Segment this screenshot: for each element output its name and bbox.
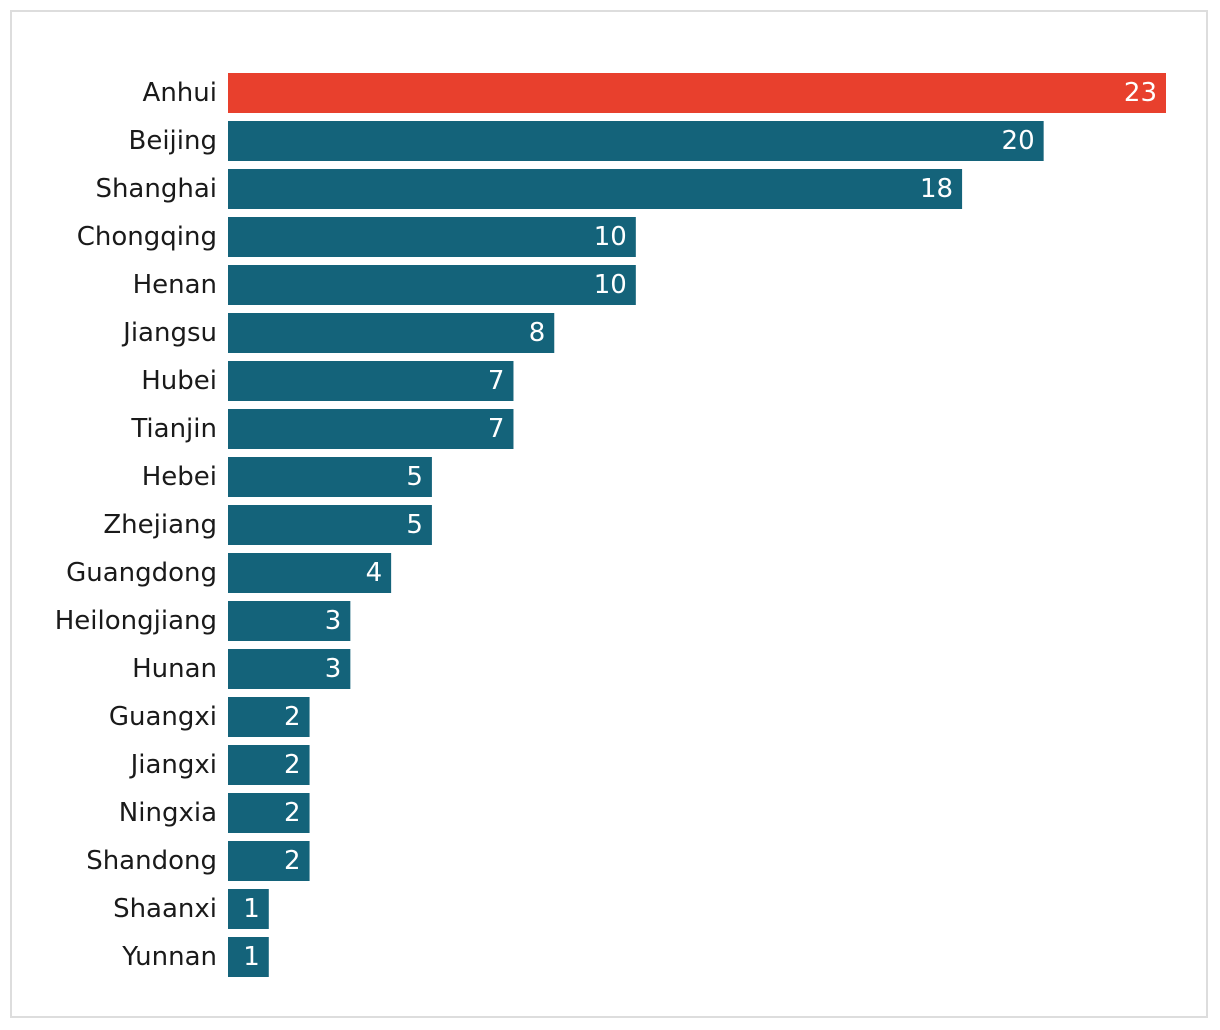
bar-henan: [228, 265, 636, 305]
category-label-tianjin: Tianjin: [130, 414, 217, 444]
category-label-shandong: Shandong: [86, 846, 217, 876]
category-label-hunan: Hunan: [132, 654, 217, 684]
bars-group: [228, 73, 1166, 977]
bar-guangdong: [228, 553, 392, 593]
bar-shaanxi: [228, 889, 269, 929]
value-label-chongqing: 10: [594, 222, 627, 252]
bar-hebei: [228, 457, 432, 497]
value-label-shandong: 2: [284, 846, 301, 876]
category-label-jiangxi: Jiangxi: [129, 750, 217, 780]
value-label-tianjin: 7: [488, 414, 505, 444]
value-label-jiangxi: 2: [284, 750, 301, 780]
value-label-yunnan: 1: [243, 942, 260, 972]
value-label-henan: 10: [594, 270, 627, 300]
bar-chongqing: [228, 217, 636, 257]
value-label-hunan: 3: [325, 654, 342, 684]
bar-jiangsu: [228, 313, 555, 353]
value-label-anhui: 23: [1124, 78, 1157, 108]
bar-hubei: [228, 361, 514, 401]
category-label-beijing: Beijing: [129, 126, 218, 156]
bar-guangxi: [228, 697, 310, 737]
value-label-jiangsu: 8: [529, 318, 546, 348]
value-label-shaanxi: 1: [243, 894, 260, 924]
bar-ningxia: [228, 793, 310, 833]
category-label-henan: Henan: [133, 270, 217, 300]
value-label-shanghai: 18: [920, 174, 953, 204]
value-label-zhejiang: 5: [406, 510, 423, 540]
category-label-shaanxi: Shaanxi: [113, 894, 217, 924]
category-label-jiangsu: Jiangsu: [121, 318, 217, 348]
bar-yunnan: [228, 937, 269, 977]
category-label-hebei: Hebei: [142, 462, 217, 492]
value-label-beijing: 20: [1002, 126, 1035, 156]
bar-jiangxi: [228, 745, 310, 785]
category-label-zhejiang: Zhejiang: [103, 510, 217, 540]
value-label-heilongjiang: 3: [325, 606, 342, 636]
bar-tianjin: [228, 409, 514, 449]
category-label-yunnan: Yunnan: [121, 942, 217, 972]
bar-heilongjiang: [228, 601, 351, 641]
category-label-guangxi: Guangxi: [109, 702, 217, 732]
value-label-hebei: 5: [406, 462, 423, 492]
category-label-hubei: Hubei: [141, 366, 217, 396]
category-label-ningxia: Ningxia: [119, 798, 217, 828]
bar-anhui: [228, 73, 1166, 113]
value-label-hubei: 7: [488, 366, 505, 396]
bar-hunan: [228, 649, 351, 689]
category-label-anhui: Anhui: [143, 78, 217, 108]
value-label-guangdong: 4: [366, 558, 383, 588]
category-labels-group: Anhui Beijing Shanghai Chongqing Henan Jiangs…: [55, 78, 217, 972]
bar-shandong: [228, 841, 310, 881]
category-label-guangdong: Guangdong: [66, 558, 217, 588]
value-label-ningxia: 2: [284, 798, 301, 828]
category-label-heilongjiang: Heilongjiang: [55, 606, 217, 636]
bar-beijing: [228, 121, 1044, 161]
category-label-shanghai: Shanghai: [95, 174, 217, 204]
value-label-guangxi: 2: [284, 702, 301, 732]
bar-shanghai: [228, 169, 963, 209]
bar-zhejiang: [228, 505, 432, 545]
category-label-chongqing: Chongqing: [77, 222, 217, 252]
